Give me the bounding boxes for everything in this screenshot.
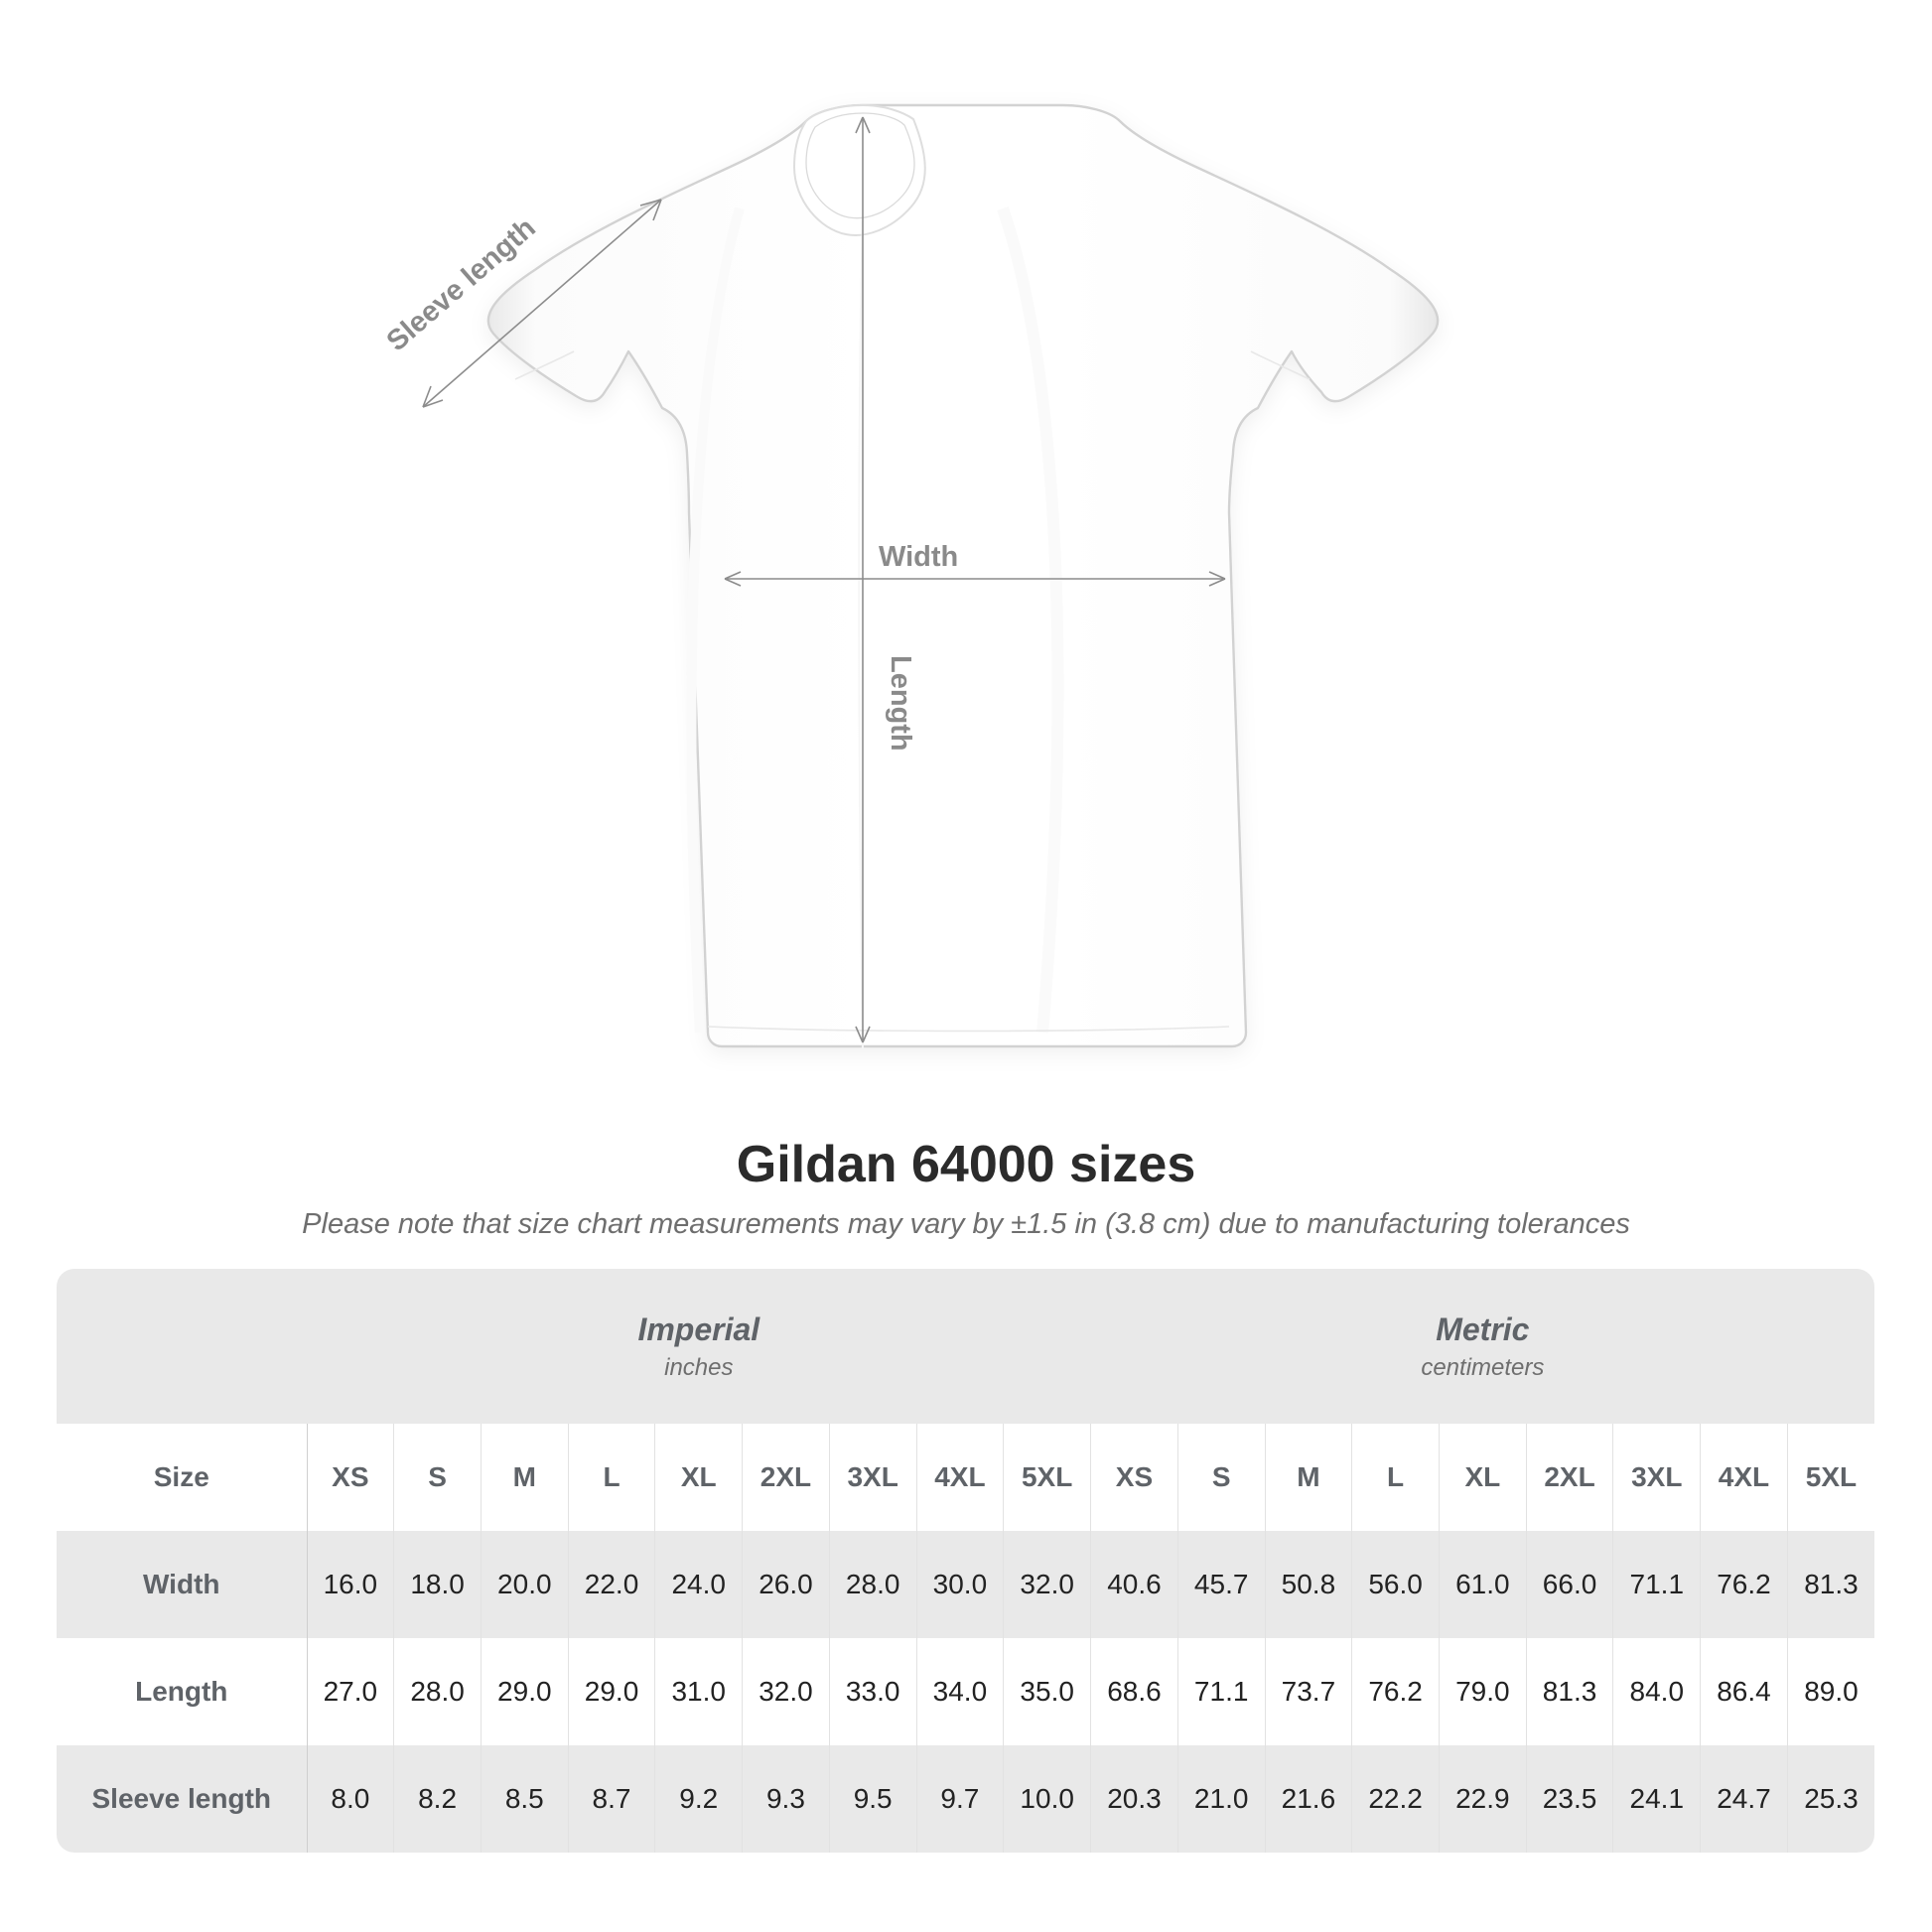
svg-text:Length: Length: [885, 655, 916, 752]
svg-text:Sleeve length: Sleeve length: [381, 211, 542, 357]
svg-text:Width: Width: [879, 541, 958, 573]
